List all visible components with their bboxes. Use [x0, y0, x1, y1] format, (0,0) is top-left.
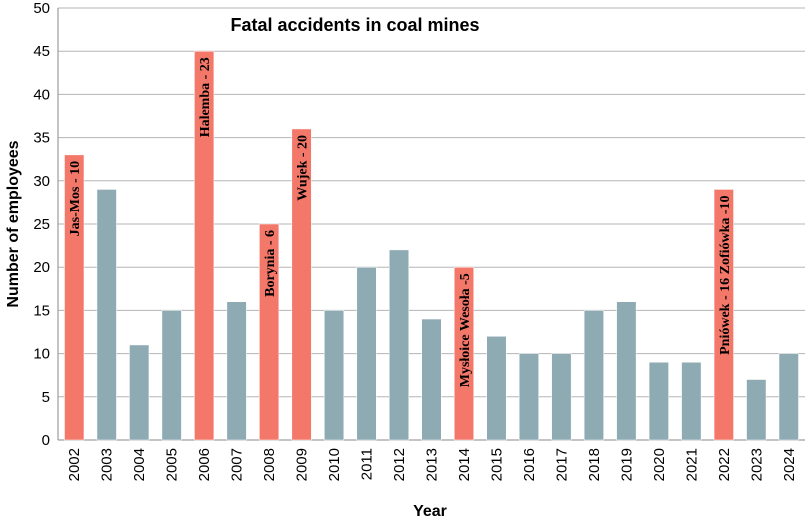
bar — [713, 189, 734, 441]
chart-title: Fatal accidents in coal mines — [230, 15, 479, 35]
bar — [96, 189, 117, 441]
x-tick-label: 2004 — [131, 448, 148, 481]
x-tick-label: 2010 — [326, 448, 343, 481]
x-tick-label: 2017 — [553, 448, 570, 481]
bar — [389, 249, 410, 441]
annotation: Pniówek - 16 Zofiówka -10 — [718, 195, 733, 354]
annotation: Jas-Mos - 10 — [68, 161, 83, 236]
bar — [226, 301, 247, 441]
y-axis-label: Number of employees — [5, 140, 22, 307]
bar — [681, 361, 702, 441]
y-tick-label: 40 — [33, 86, 50, 103]
annotation: Borynia - 6 — [263, 230, 278, 297]
annotation: Halemba - 23 — [198, 57, 213, 137]
y-tick-label: 0 — [42, 432, 50, 449]
x-tick-label: 2009 — [294, 448, 311, 481]
x-tick-label: 2008 — [261, 448, 278, 481]
x-tick-label: 2022 — [716, 448, 733, 481]
bar — [421, 318, 442, 441]
bar — [778, 353, 799, 441]
bar — [356, 266, 377, 441]
y-tick-label: 45 — [33, 43, 50, 60]
bar — [583, 310, 604, 441]
y-tick-label: 50 — [33, 0, 50, 17]
bar — [161, 310, 182, 441]
bar — [486, 336, 507, 441]
y-tick-label: 30 — [33, 173, 50, 190]
bar — [453, 266, 474, 441]
x-tick-label: 2015 — [488, 448, 505, 481]
x-tick-label: 2006 — [196, 448, 213, 481]
x-tick-label: 2007 — [229, 448, 246, 481]
bar — [291, 128, 312, 441]
y-tick-label: 15 — [33, 302, 50, 319]
annotation: Wujek - 20 — [296, 135, 311, 201]
x-tick-label: 2012 — [391, 448, 408, 481]
x-axis-label: Year — [413, 503, 447, 520]
bar — [324, 310, 345, 441]
y-tick-label: 10 — [33, 346, 50, 363]
x-tick-label: 2011 — [359, 448, 376, 480]
x-tick-label: 2013 — [424, 448, 441, 481]
x-tick-label: 2020 — [651, 448, 668, 481]
x-tick-label: 2019 — [618, 448, 635, 481]
x-tick-label: 2016 — [521, 448, 538, 481]
y-tick-label: 35 — [33, 130, 50, 147]
y-tick-label: 25 — [33, 216, 50, 233]
x-tick-label: 2023 — [748, 448, 765, 481]
bar — [259, 223, 280, 441]
bar — [194, 50, 215, 441]
x-tick-label: 2003 — [99, 448, 116, 481]
x-tick-label: 2018 — [586, 448, 603, 481]
bar — [64, 154, 85, 441]
bar — [129, 344, 150, 441]
x-tick-label: 2024 — [781, 448, 798, 481]
bar — [551, 353, 572, 441]
bar — [648, 361, 669, 441]
y-tick-label: 20 — [33, 259, 50, 276]
bar — [746, 379, 767, 441]
x-tick-label: 2021 — [683, 448, 700, 481]
y-tick-label: 5 — [42, 389, 50, 406]
annotation: Mysłoice Wesoła -5 — [458, 273, 473, 387]
bar — [616, 301, 637, 441]
x-tick-label: 2002 — [66, 448, 83, 481]
bar — [518, 353, 539, 441]
x-tick-label: 2005 — [164, 448, 181, 481]
x-tick-label: 2014 — [456, 448, 473, 481]
